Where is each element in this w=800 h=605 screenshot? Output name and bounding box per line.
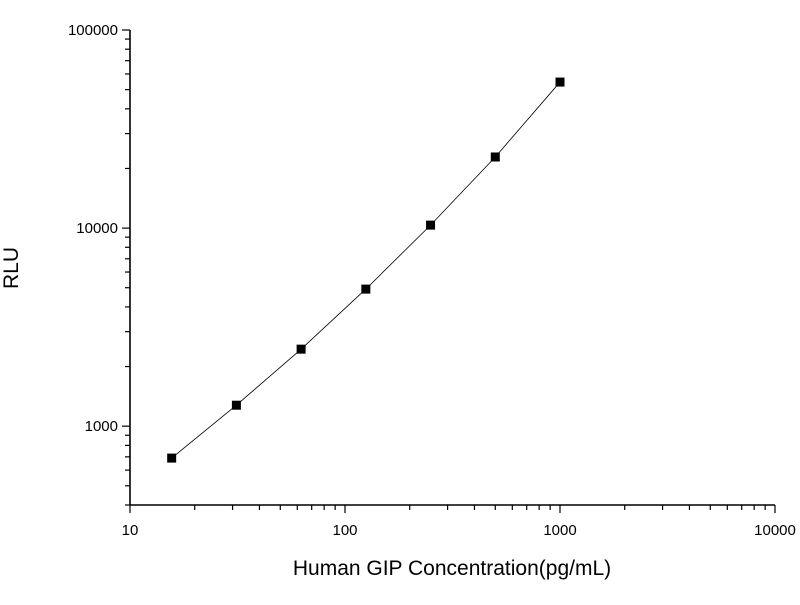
x-axis-label: Human GIP Concentration(pg/mL) [293,557,611,580]
y-tick-label: 1000 [85,418,118,435]
series-line [171,81,561,459]
data-point [296,344,306,354]
axes [122,29,776,513]
data-point [490,152,500,162]
data-point [167,453,177,463]
data-point [231,400,241,410]
x-tick-label: 1000 [543,522,576,539]
y-axis-label: RLU [0,247,23,289]
data-point [555,77,565,87]
x-tick-label: 10 [122,522,139,539]
series [167,77,565,463]
data-point [361,284,371,294]
data-point [426,220,436,230]
tick-labels: 10 100 1000 10000 1000 10000 100000 [68,22,796,539]
x-tick-label: 100 [332,522,357,539]
x-tick-label: 10000 [754,522,796,539]
y-tick-label: 100000 [68,22,118,39]
y-tick-label: 10000 [76,220,118,237]
